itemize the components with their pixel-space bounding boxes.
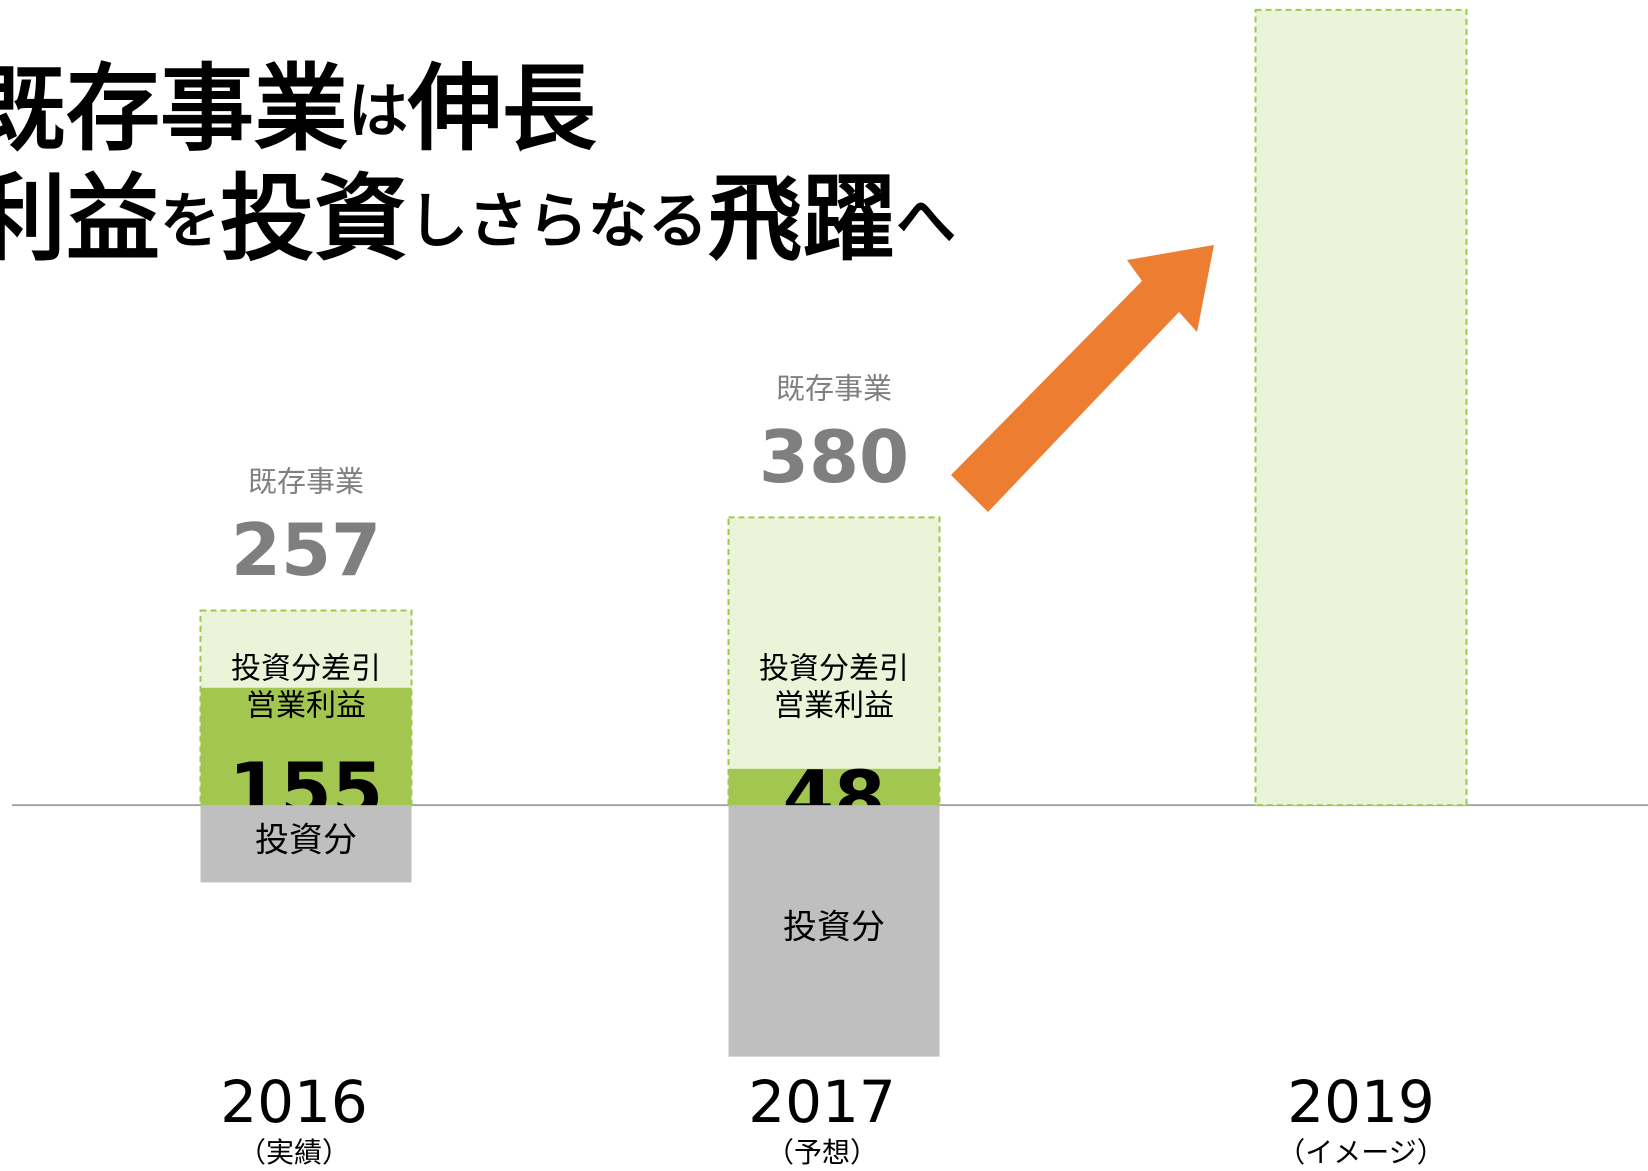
bar-existing	[727, 516, 941, 807]
bar-investment	[200, 805, 412, 883]
title-segment: 飛躍	[708, 165, 896, 274]
x-tick-label: 2016	[220, 1068, 368, 1136]
bar-profit	[200, 687, 412, 806]
title-segment: を	[160, 187, 220, 257]
x-tick-label: 2019	[1287, 1068, 1435, 1136]
title-segment: 既存事業	[0, 55, 348, 164]
bar-investment	[728, 805, 940, 1057]
series-label: 営業利益	[774, 689, 894, 724]
title-segment: は	[348, 77, 408, 147]
title-segment: 投資	[220, 165, 408, 274]
title-segment: 伸長	[407, 55, 597, 164]
title-segment: 利益	[0, 165, 160, 274]
chart-title: 利益を投資しさらなる飛躍へ	[0, 165, 956, 274]
x-tick-note: （予想）	[766, 1136, 878, 1169]
series-label: 投資分	[255, 820, 357, 860]
bar-profit	[728, 768, 940, 806]
x-tick-note: （実績）	[238, 1136, 350, 1169]
series-label: 既存事業	[248, 464, 364, 498]
growth-arrow	[951, 245, 1214, 512]
chart-title: 既存事業は伸長	[0, 55, 597, 164]
bar-existing	[1254, 8, 1468, 807]
series-label: 投資分	[783, 907, 885, 947]
x-tick-note: （イメージ）	[1277, 1136, 1444, 1169]
series-label: 投資分差引	[231, 652, 381, 687]
title-segment: しさらなる	[408, 187, 708, 257]
series-label: 投資分差引	[759, 652, 909, 687]
title-segment: へ	[896, 187, 956, 257]
data-label: 257	[231, 508, 381, 592]
series-label: 営業利益	[246, 689, 366, 724]
data-label: 380	[759, 415, 909, 499]
x-tick-label: 2017	[748, 1068, 896, 1136]
series-label: 既存事業	[776, 371, 892, 405]
